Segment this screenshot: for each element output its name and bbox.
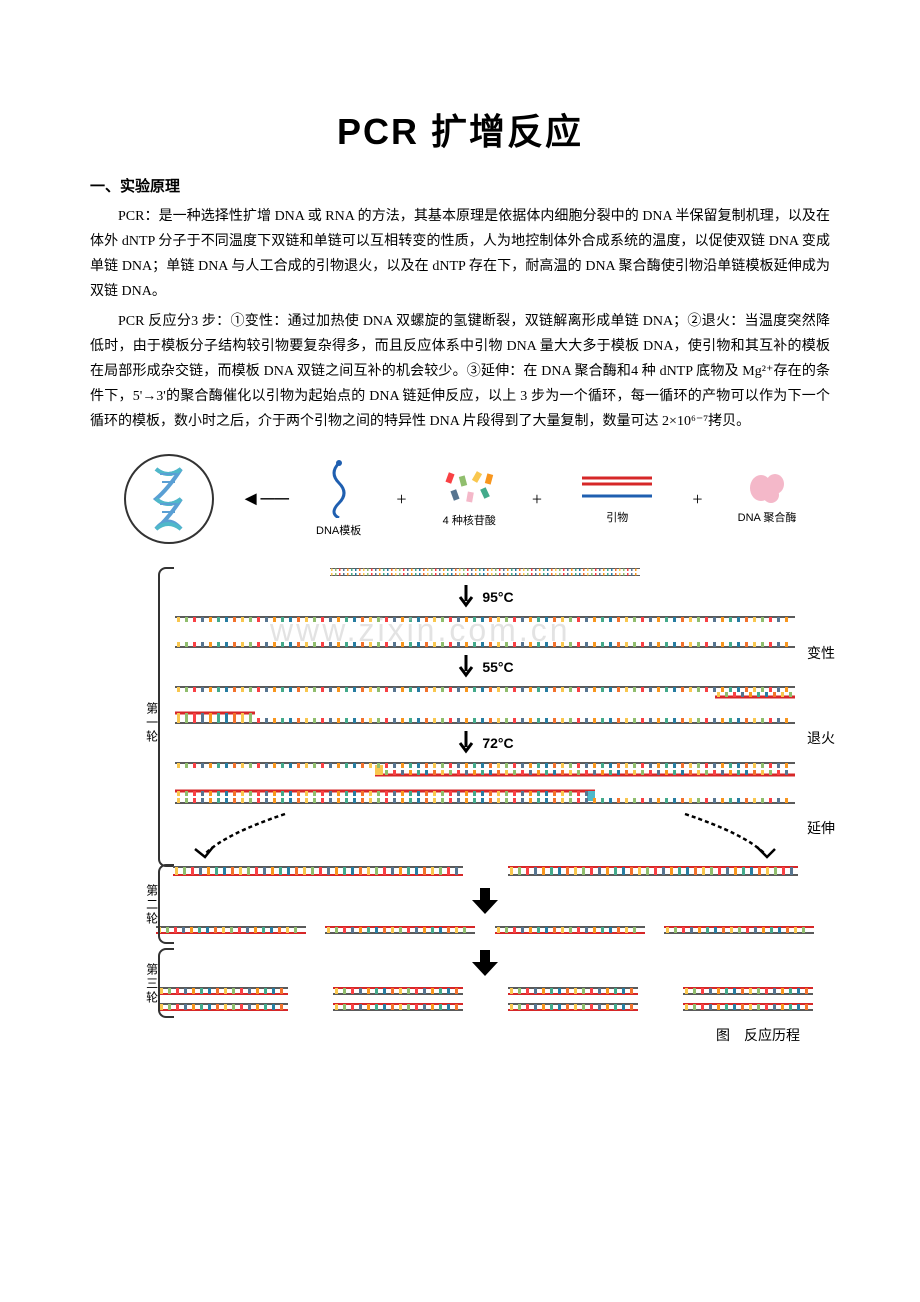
round-3: 第三轮: [140, 948, 830, 1012]
r3-strand-icon: [683, 1002, 813, 1012]
r3-strand-icon: [683, 986, 813, 996]
round-1-label: 第一轮: [140, 702, 162, 744]
big-arrow-icon: [140, 886, 830, 916]
dsdna-icon: [175, 567, 795, 577]
round-2-row-1: [140, 864, 830, 878]
nucleotide-label: 4 种核苷酸: [443, 512, 496, 532]
dna-helix-icon: [146, 464, 191, 534]
round-3-row: [140, 986, 830, 1012]
r2-short-icon: [156, 924, 306, 936]
nucleotides-icon: [442, 468, 497, 508]
primers-component: 引物: [577, 470, 657, 529]
anneal-label: 退火: [807, 727, 835, 752]
plus-icon: +: [532, 483, 542, 515]
nucleotides-component: 4 种核苷酸: [442, 468, 497, 532]
annealed-strands: [140, 685, 830, 725]
component-row: ◄── DNA模板 + 4 种核苷酸 +: [90, 454, 830, 552]
extend-bottom-icon: [175, 789, 795, 805]
template-component: DNA模板: [316, 458, 361, 542]
paragraph-2: PCR 反应分3 步：①变性：通过加热使 DNA 双螺旋的氢键断裂，双链解离形成…: [90, 309, 830, 435]
denature-label: 变性: [807, 642, 835, 667]
plus-icon: +: [396, 483, 406, 515]
pcr-diagram: ◄── DNA模板 + 4 种核苷酸 +: [90, 454, 830, 1049]
r2-short-icon: [495, 924, 645, 936]
left-arrow-icon: ◄──: [241, 481, 289, 517]
extend-label: 延伸: [807, 817, 835, 842]
r3-strand-icon: [508, 986, 638, 996]
anneal-top-icon: [175, 685, 795, 699]
r3-strand-icon: [333, 1002, 463, 1012]
primer-label: 引物: [606, 509, 628, 529]
dna-helix-component: [124, 454, 214, 544]
r2-strand-icon: [173, 864, 463, 878]
polymerase-component: DNA 聚合酶: [738, 470, 797, 529]
r3-strand-icon: [508, 1002, 638, 1012]
plus-icon: +: [692, 483, 702, 515]
temp-72: 72°C: [140, 729, 830, 757]
round-1: 第一轮 www.zixin.com.cn 95°C 变性: [140, 567, 830, 805]
section-heading: 一、实验原理: [90, 173, 830, 200]
extended-strands: [140, 761, 830, 805]
r3-strand-icon: [158, 1002, 288, 1012]
round-2-label: 第二轮: [140, 884, 162, 926]
r2-short-icon: [325, 924, 475, 936]
round-2-row-2: [140, 924, 830, 936]
r2-short-icon: [664, 924, 814, 936]
round-2: 第二轮: [140, 864, 830, 936]
template-strand-icon: [324, 458, 354, 518]
dashed-arrows-icon: [165, 809, 805, 859]
paragraph-1: PCR：是一种选择性扩增 DNA 或 RNA 的方法，其基本原理是依据体内细胞分…: [90, 204, 830, 305]
watermark-text: www.zixin.com.cn: [270, 602, 571, 660]
page-title: PCR 扩增反应: [90, 100, 830, 165]
template-label: DNA模板: [316, 522, 361, 542]
r3-strand-icon: [333, 986, 463, 996]
round-3-label: 第三轮: [140, 963, 162, 1005]
initial-dsdna: [140, 567, 830, 577]
r3-strand-icon: [158, 986, 288, 996]
primers-icon: [577, 470, 657, 505]
extend-top-icon: [175, 761, 795, 777]
big-arrow-icon: [140, 948, 830, 978]
figure-caption: 图 反应历程: [90, 1024, 830, 1049]
r2-strand-icon: [508, 864, 798, 878]
dna-circle-icon: [124, 454, 214, 544]
temp-72-label: 72°C: [482, 731, 513, 756]
polymerase-icon: [747, 470, 787, 505]
polymerase-label: DNA 聚合酶: [738, 509, 797, 529]
anneal-bottom-icon: [175, 711, 795, 725]
process-area: 第一轮 www.zixin.com.cn 95°C 变性: [90, 567, 830, 1012]
